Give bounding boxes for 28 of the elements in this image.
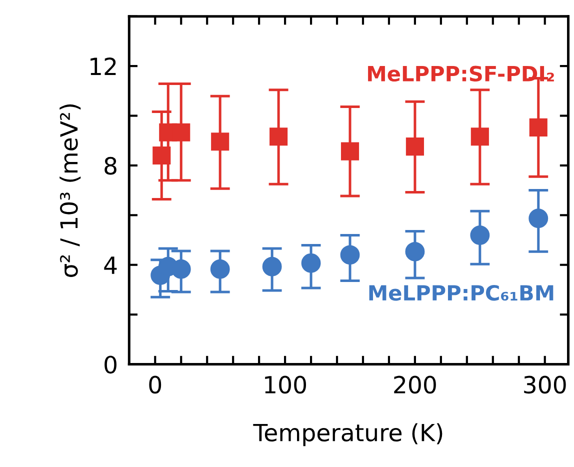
point bbox=[270, 128, 288, 146]
point bbox=[470, 128, 489, 146]
point bbox=[470, 226, 490, 246]
y-tick-label: 4 bbox=[104, 256, 117, 274]
point bbox=[528, 208, 548, 228]
point bbox=[301, 253, 321, 273]
series-label: MeLPPP:SF-PDI₂ bbox=[368, 66, 554, 82]
y-tick-label: 12 bbox=[90, 57, 116, 76]
y-axis-title: σ² / 10³ (meV²) bbox=[60, 104, 81, 277]
x-tick-label: 100 bbox=[265, 376, 306, 394]
point bbox=[262, 256, 282, 276]
point bbox=[171, 259, 191, 279]
series-label: MeLPPP:PC₆₁BM bbox=[369, 284, 554, 301]
y-tick-label: 0 bbox=[104, 356, 116, 374]
point bbox=[340, 245, 360, 265]
point bbox=[172, 123, 190, 142]
point bbox=[152, 146, 171, 165]
x-tick-label: 0 bbox=[149, 376, 162, 394]
point bbox=[405, 242, 425, 262]
point bbox=[210, 259, 230, 279]
y-tick-label: 8 bbox=[104, 156, 116, 175]
point bbox=[340, 142, 360, 160]
point bbox=[406, 138, 424, 156]
x-tick-label: 200 bbox=[394, 376, 436, 394]
point bbox=[529, 118, 548, 136]
x-axis-title: Temperature (K) bbox=[253, 423, 442, 446]
x-tick-label: 300 bbox=[524, 376, 566, 394]
point bbox=[211, 132, 230, 151]
